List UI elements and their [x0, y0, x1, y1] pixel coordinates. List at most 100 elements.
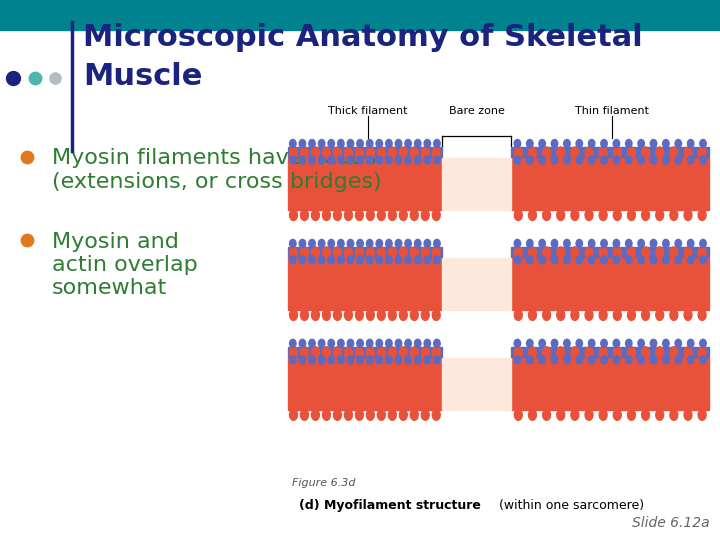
Ellipse shape [289, 409, 297, 420]
Ellipse shape [526, 256, 533, 264]
Ellipse shape [424, 339, 431, 347]
Ellipse shape [571, 247, 579, 259]
Ellipse shape [300, 156, 306, 164]
Ellipse shape [700, 256, 706, 264]
Ellipse shape [289, 239, 296, 247]
Ellipse shape [600, 339, 607, 347]
Ellipse shape [564, 139, 570, 147]
Ellipse shape [432, 347, 440, 359]
Ellipse shape [344, 210, 352, 220]
Ellipse shape [539, 139, 546, 147]
Ellipse shape [410, 247, 418, 259]
Ellipse shape [528, 309, 536, 320]
Ellipse shape [688, 339, 694, 347]
Text: actin overlap: actin overlap [52, 255, 197, 275]
Ellipse shape [656, 210, 664, 220]
Ellipse shape [323, 210, 330, 220]
Ellipse shape [289, 139, 296, 147]
Ellipse shape [588, 339, 595, 347]
Bar [511, 147, 709, 157]
Ellipse shape [410, 309, 418, 320]
Ellipse shape [700, 339, 706, 347]
Ellipse shape [552, 239, 558, 247]
Ellipse shape [400, 409, 408, 420]
Ellipse shape [318, 156, 325, 164]
Ellipse shape [638, 156, 644, 164]
Ellipse shape [700, 156, 706, 164]
Ellipse shape [289, 210, 297, 220]
Ellipse shape [539, 239, 546, 247]
Ellipse shape [356, 210, 364, 220]
Point [7, 74, 19, 83]
Ellipse shape [289, 347, 297, 359]
Ellipse shape [688, 239, 694, 247]
Ellipse shape [421, 347, 429, 359]
Ellipse shape [432, 147, 440, 159]
Ellipse shape [410, 347, 418, 359]
Ellipse shape [543, 247, 551, 259]
Ellipse shape [688, 156, 694, 164]
Ellipse shape [433, 239, 440, 247]
Ellipse shape [405, 339, 411, 347]
Ellipse shape [376, 239, 382, 247]
Ellipse shape [318, 139, 325, 147]
Ellipse shape [627, 210, 635, 220]
Ellipse shape [670, 147, 678, 159]
Ellipse shape [377, 409, 385, 420]
Ellipse shape [650, 156, 657, 164]
Ellipse shape [514, 339, 521, 347]
Ellipse shape [613, 239, 620, 247]
Ellipse shape [366, 210, 374, 220]
Ellipse shape [366, 339, 373, 347]
Ellipse shape [405, 239, 411, 247]
Ellipse shape [300, 309, 308, 320]
Ellipse shape [670, 347, 678, 359]
Ellipse shape [400, 309, 408, 320]
Ellipse shape [543, 409, 551, 420]
Ellipse shape [600, 156, 607, 164]
Ellipse shape [318, 256, 325, 264]
Ellipse shape [675, 139, 682, 147]
Ellipse shape [300, 210, 308, 220]
Text: Myosin and: Myosin and [52, 232, 179, 252]
Ellipse shape [564, 339, 570, 347]
Ellipse shape [376, 256, 382, 264]
Ellipse shape [356, 147, 364, 159]
Ellipse shape [526, 356, 533, 364]
Ellipse shape [576, 156, 582, 164]
Ellipse shape [656, 247, 664, 259]
Ellipse shape [395, 339, 402, 347]
Ellipse shape [650, 256, 657, 264]
Ellipse shape [344, 147, 352, 159]
Ellipse shape [650, 356, 657, 364]
Bar [442, 158, 511, 210]
Ellipse shape [309, 156, 315, 164]
Ellipse shape [300, 147, 308, 159]
Ellipse shape [638, 139, 644, 147]
Ellipse shape [557, 147, 564, 159]
Ellipse shape [557, 210, 564, 220]
Ellipse shape [576, 256, 582, 264]
Ellipse shape [309, 256, 315, 264]
Ellipse shape [424, 239, 431, 247]
Ellipse shape [318, 339, 325, 347]
Bar [288, 258, 442, 310]
Ellipse shape [526, 239, 533, 247]
Ellipse shape [600, 256, 607, 264]
Ellipse shape [588, 139, 595, 147]
Ellipse shape [300, 347, 308, 359]
Bar [511, 247, 709, 256]
Ellipse shape [539, 256, 546, 264]
Ellipse shape [526, 156, 533, 164]
Ellipse shape [424, 156, 431, 164]
Ellipse shape [333, 409, 341, 420]
Ellipse shape [289, 309, 297, 320]
Ellipse shape [588, 239, 595, 247]
Ellipse shape [552, 339, 558, 347]
Ellipse shape [328, 139, 335, 147]
Ellipse shape [684, 247, 692, 259]
Ellipse shape [356, 409, 364, 420]
Ellipse shape [347, 239, 354, 247]
Ellipse shape [684, 409, 692, 420]
Ellipse shape [627, 409, 635, 420]
